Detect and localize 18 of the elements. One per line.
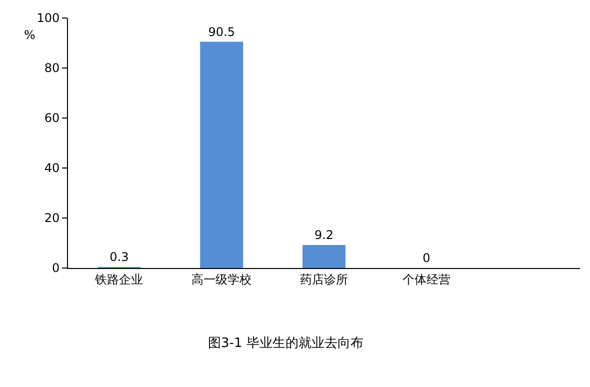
y-tick-label: 80 [44, 61, 60, 76]
data-label: 90.5 [208, 24, 235, 39]
x-tick-label: 个体经营 [402, 272, 450, 286]
text: 图3-1 毕业生的就业去向布 [208, 336, 364, 351]
y-axis-title: % [24, 28, 36, 42]
data-label: 9.2 [314, 228, 334, 242]
x-tick-label: 铁路企业 [94, 272, 144, 286]
x-tick-label: 高一级学校 [192, 272, 252, 286]
y-tick-label: 60 [44, 111, 60, 126]
data-label: 0.3 [110, 250, 129, 264]
y-tick-label: 40 [44, 161, 60, 176]
y-tick-label: 20 [44, 211, 60, 226]
y-tick-label: 100 [36, 11, 60, 26]
bar [200, 42, 244, 268]
y-tick-label: 0 [52, 261, 60, 276]
data-label: 0 [422, 251, 430, 265]
x-tick-label: 药店诊所 [300, 272, 348, 286]
bar [302, 245, 346, 268]
